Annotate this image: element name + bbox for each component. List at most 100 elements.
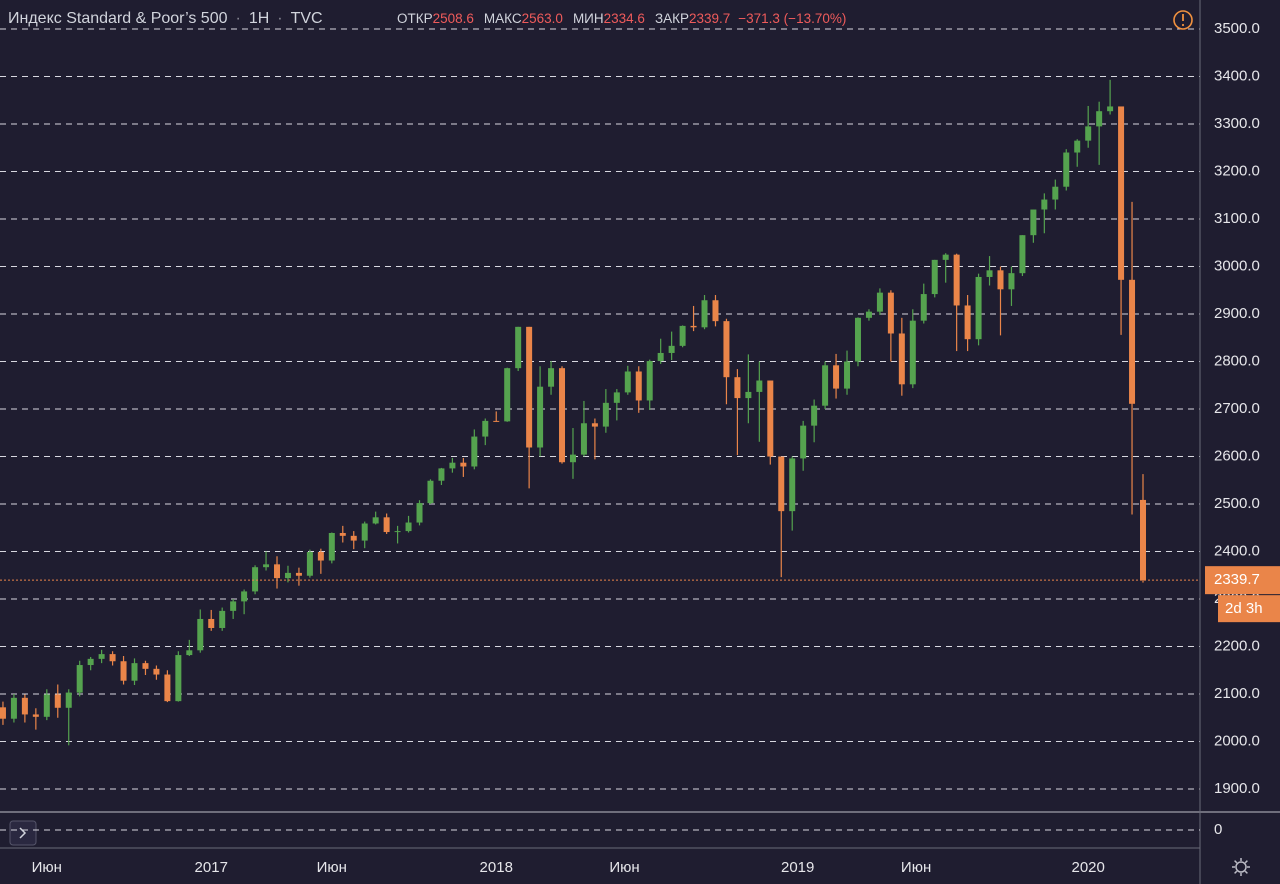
exchange: TVC [291, 10, 323, 27]
field-label: ОТКР [397, 11, 433, 26]
candle-body [942, 254, 949, 260]
candle-body [230, 601, 237, 611]
candle-body [504, 368, 511, 422]
candle-body [76, 665, 83, 693]
candle-body [394, 531, 401, 533]
symbol: Индекс Standard & Poor’s 500 [8, 10, 228, 27]
candle-body [1107, 106, 1114, 112]
x-tick-label: Июн [609, 859, 639, 876]
candle-body [263, 564, 270, 568]
last-price-label: 2339.7 [1214, 571, 1260, 588]
candle-body [844, 361, 851, 389]
candle-body [887, 292, 894, 334]
candle-body [953, 254, 960, 306]
candle-body [1085, 126, 1092, 141]
candle-body [613, 392, 620, 403]
field-value: 2563.0 [522, 11, 563, 26]
candle-body [1063, 152, 1070, 187]
candle-body [745, 391, 752, 399]
candle-body [1129, 279, 1136, 404]
candle-body [1019, 235, 1026, 274]
candle-body [997, 270, 1004, 290]
candle-body [1139, 499, 1146, 581]
expand-button[interactable] [9, 820, 37, 846]
x-tick-label: 2019 [781, 859, 814, 876]
candle-body [723, 321, 730, 378]
field-label: МАКС [484, 11, 522, 26]
x-tick-label: Июн [901, 859, 931, 876]
candle-body [1074, 140, 1081, 153]
settings-icon[interactable] [1232, 858, 1250, 876]
candle-body [219, 610, 226, 628]
candle-body [372, 517, 379, 524]
candle-body [471, 436, 478, 467]
candle-body [975, 276, 982, 340]
candle-body [964, 305, 971, 340]
candle-body [274, 564, 281, 579]
candle-body [21, 697, 28, 715]
candle-body [306, 551, 313, 576]
candle-body [1030, 209, 1037, 236]
x-tick-label: 2020 [1072, 859, 1105, 876]
candle-body [876, 292, 883, 312]
candle-body [1041, 199, 1048, 210]
candle-body [361, 523, 368, 541]
candle-body [635, 371, 642, 401]
candle-body [515, 326, 522, 369]
candle-body [767, 380, 774, 457]
alert-icon[interactable] [1173, 10, 1193, 30]
candle-body [833, 365, 840, 389]
candle-body [438, 468, 445, 481]
candle-body [822, 365, 829, 406]
candle-body [241, 591, 248, 602]
candle-body [909, 320, 916, 385]
candle-body [734, 377, 741, 399]
candle-body [657, 352, 664, 362]
y-tick-label: 2700.0 [1214, 400, 1260, 417]
candle-body [405, 522, 412, 532]
candle-body [208, 618, 215, 628]
candle-body [1008, 273, 1015, 290]
y-tick-label: 2200.0 [1214, 637, 1260, 654]
candle-body [383, 517, 390, 533]
candle-body [865, 311, 872, 318]
y-tick-label: 2400.0 [1214, 542, 1260, 559]
y-tick-label: 0 [1214, 821, 1222, 838]
candle-body [1052, 186, 1059, 200]
candle-body [43, 694, 50, 717]
candle-body [854, 317, 861, 362]
candle-body [602, 402, 609, 427]
y-tick-label: 2100.0 [1214, 685, 1260, 702]
interval: 1H [249, 10, 269, 27]
candle-body [153, 668, 160, 675]
candle-body [898, 333, 905, 385]
candle-body [131, 663, 138, 681]
y-tick-label: 3400.0 [1214, 67, 1260, 84]
ohlc-fields: ОТКР2508.6 МАКС2563.0 МИН2334.6 ЗАКР2339.7−… [397, 11, 846, 26]
candle-body [493, 420, 500, 422]
field-value: 2508.6 [433, 11, 474, 26]
candle-body [416, 503, 423, 523]
candle-body [460, 462, 467, 467]
candle-body [931, 259, 938, 295]
candle-body [679, 325, 686, 346]
y-tick-label: 1900.0 [1214, 780, 1260, 797]
candle-body [65, 692, 72, 708]
change: −371.3 (−13.70%) [738, 11, 846, 26]
candle-body [175, 655, 182, 702]
candle-body [646, 361, 653, 401]
candle-body [537, 386, 544, 448]
candle-body [1096, 111, 1103, 127]
candle-body [109, 654, 116, 662]
x-tick-label: 2018 [480, 859, 513, 876]
candle-body [427, 480, 434, 504]
candle-body [559, 368, 566, 463]
candle-body [591, 423, 598, 427]
y-tick-label: 3100.0 [1214, 210, 1260, 227]
candle-body [328, 532, 335, 561]
candle-body [197, 618, 204, 651]
field-label: ЗАКР [655, 11, 689, 26]
candle-body [284, 572, 291, 579]
y-tick-label: 2600.0 [1214, 447, 1260, 464]
